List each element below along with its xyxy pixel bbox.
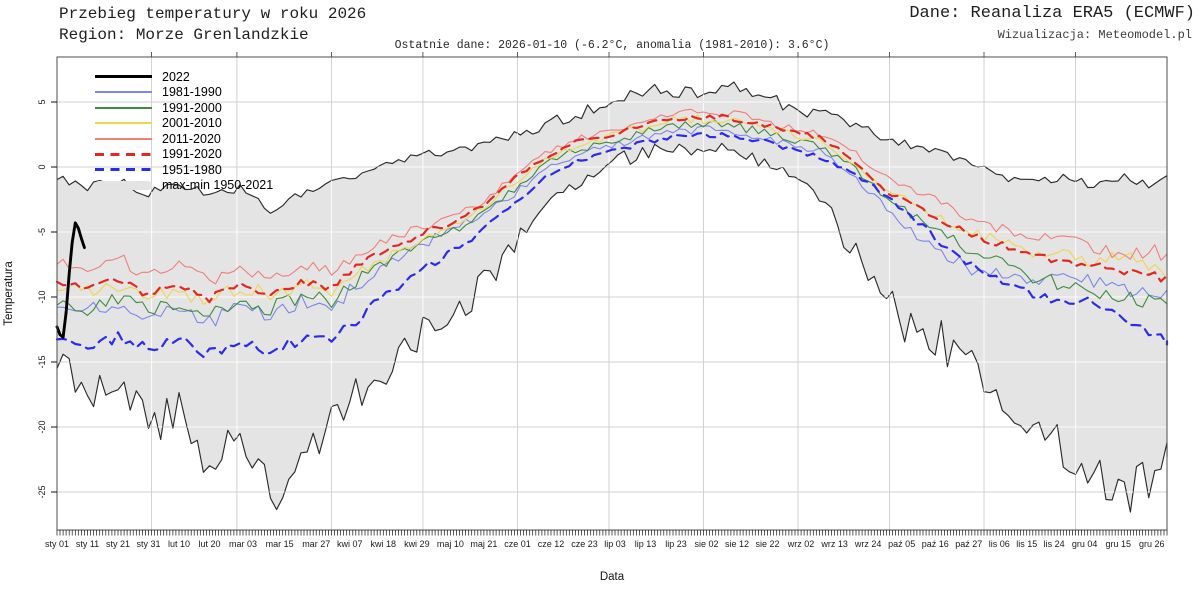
x-tick-label: sie 22 (756, 539, 780, 549)
visualization-credit: Wizualizacja: Meteomodel.pl (997, 28, 1192, 42)
x-tick-label: sty 21 (106, 539, 130, 549)
chart-legend: 2022 1981-1990 1991-2000 2001-2010 2011-2020… (95, 69, 273, 193)
x-tick-label: sie 02 (695, 539, 719, 549)
legend-label: 1981-1990 (162, 85, 222, 100)
legend-item-mean-1991-2020: 1991-2020 (95, 147, 273, 163)
x-tick-label: cze 01 (504, 539, 531, 549)
legend-item-dec-1981-1990: 1981-1990 (95, 85, 273, 101)
legend-label: 2022 (162, 69, 190, 84)
legend-label: 2001-2010 (162, 116, 222, 131)
x-tick-label: lip 03 (604, 539, 626, 549)
legend-swatch-max-min-band (95, 180, 152, 190)
legend-swatch-dec-1991-2000 (95, 106, 152, 109)
y-tick-label: 0 (37, 164, 47, 169)
x-tick-label: gru 15 (1105, 539, 1131, 549)
series-mean-1991-2020 (55, 113, 1169, 304)
x-tick-label: lis 15 (1016, 539, 1037, 549)
x-tick-label: mar 15 (266, 539, 294, 549)
legend-swatch-dec-1981-1990 (95, 91, 152, 94)
x-tick-label: lip 23 (665, 539, 687, 549)
x-axis-day-ticks (56, 530, 1168, 536)
legend-label: max-min 1950-2021 (162, 178, 274, 193)
x-tick-label: sie 12 (725, 539, 749, 549)
x-tick-label: lip 13 (635, 539, 657, 549)
x-tick-label: wrz 13 (820, 539, 848, 549)
x-tick-label: paź 16 (922, 539, 949, 549)
axes-layer (51, 52, 1168, 536)
x-tick-label: maj 21 (470, 539, 497, 549)
x-axis-title: Data (600, 571, 625, 583)
y-tick-label: -5 (37, 228, 47, 236)
legend-item-dec-2001-2010: 2001-2010 (95, 116, 273, 132)
series-dec-1991-2000 (56, 120, 1168, 317)
legend-label: 1991-2020 (162, 147, 222, 162)
y-tick-label: 5 (37, 99, 47, 104)
x-tick-label: lis 24 (1044, 539, 1065, 549)
series-dec-2001-2010 (56, 114, 1168, 305)
x-tick-label: cze 12 (538, 539, 565, 549)
x-tick-label: sty 01 (45, 539, 69, 549)
legend-label: 1951-1980 (162, 162, 222, 177)
top-month-ticks (151, 52, 1076, 57)
legend-swatch-dec-2011-2020 (95, 137, 152, 140)
legend-swatch-mean-1951-1980 (95, 168, 152, 172)
x-tick-label: lut 20 (198, 539, 220, 549)
legend-item-dec-2011-2020: 2011-2020 (95, 131, 273, 147)
x-tick-label: lut 10 (168, 539, 190, 549)
series-dec-2011-2020 (56, 108, 1168, 285)
x-tick-label: mar 03 (229, 539, 257, 549)
legend-item-mean-1951-1980: 1951-1980 (95, 162, 273, 178)
x-tick-label: paź 27 (955, 539, 982, 549)
region-subtitle: Region: Morze Grenlandzkie (59, 26, 309, 44)
legend-label: 1991-2000 (162, 100, 222, 115)
x-tick-label: kwi 29 (404, 539, 430, 549)
y-tick-label: -15 (37, 355, 47, 368)
legend-item-dec-1991-2000: 1991-2000 (95, 100, 273, 116)
series-dec-1981-1990 (56, 125, 1168, 327)
y-tick-label: -20 (37, 420, 47, 433)
page-title: Przebieg temperatury w roku 2026 (59, 5, 367, 23)
x-tick-label: maj 10 (437, 539, 464, 549)
x-tick-label: lis 06 (989, 539, 1010, 549)
y-axis-title: Temperatura (3, 261, 15, 326)
x-tick-label: gru 26 (1139, 539, 1165, 549)
legend-item-max-min-band: max-min 1950-2021 (95, 178, 273, 194)
legend-item-current: 2022 (95, 69, 273, 85)
series-mean-1951-1980 (55, 131, 1169, 358)
data-source-label: Dane: Reanaliza ERA5 (ECMWF) (909, 4, 1195, 23)
series-current (55, 221, 86, 339)
x-tick-label: sty 31 (136, 539, 160, 549)
legend-swatch-mean-1991-2020 (95, 152, 152, 156)
x-tick-label: kwi 07 (337, 539, 363, 549)
legend-label: 2011-2020 (162, 131, 221, 146)
x-tick-label: gru 04 (1072, 539, 1098, 549)
x-tick-label: kwi 18 (371, 539, 397, 549)
x-tick-label: cze 23 (571, 539, 598, 549)
y-tick-label: -25 (37, 485, 47, 498)
x-tick-label: mar 27 (302, 539, 330, 549)
axis-text-layer: sty 01 sty 11 sty 21 sty 31 lut 10 lut 20 mar … (3, 99, 1165, 583)
x-tick-label: wrz 24 (854, 539, 882, 549)
y-tick-label: -10 (37, 290, 47, 303)
x-tick-label: sty 11 (76, 539, 99, 549)
x-tick-label: paź 05 (888, 539, 915, 549)
legend-swatch-current (95, 75, 152, 79)
x-tick-label: wrz 02 (787, 539, 815, 549)
last-data-note: Ostatnie dane: 2026-01-10 (-6.2°C, anoma… (394, 39, 830, 52)
series-layer (55, 108, 1169, 358)
legend-swatch-dec-2001-2010 (95, 122, 152, 125)
